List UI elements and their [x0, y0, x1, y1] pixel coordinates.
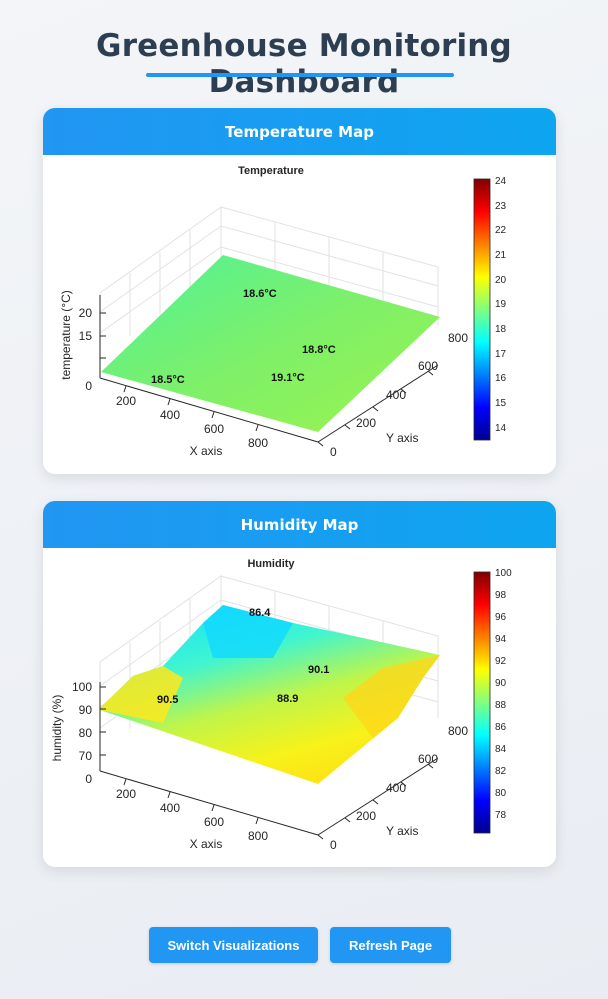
humidity-z-tick: 0	[85, 772, 92, 786]
humidity-colorbar-tick: 88	[495, 700, 507, 711]
temperature-colorbar-tick: 19	[495, 299, 507, 310]
temperature-x-tick: 800	[248, 436, 268, 450]
humidity-colorbar-tick: 98	[495, 590, 507, 601]
temperature-colorbar-tick: 23	[495, 201, 507, 212]
temperature-colorbar-tick: 22	[495, 225, 507, 236]
temperature-z-tick: 15	[79, 329, 93, 343]
temperature-annotation: 19.1°C	[271, 372, 305, 384]
temperature-card: Temperature Map	[43, 108, 556, 474]
temperature-annotation: 18.6°C	[243, 288, 277, 300]
temperature-y-tick: 200	[356, 416, 376, 430]
humidity-plot[interactable]: Humidity 100 90 80 70 0 humidity (%) 200…	[43, 548, 556, 867]
temperature-x-tick: 400	[160, 408, 180, 422]
humidity-colorbar	[473, 571, 491, 834]
switch-visualizations-button[interactable]: Switch Visualizations	[149, 927, 318, 963]
temperature-annotation: 18.5°C	[151, 374, 185, 386]
page-title: Greenhouse Monitoring Dashboard	[96, 28, 512, 100]
humidity-card: Humidity Map	[43, 501, 556, 867]
humidity-surface	[100, 605, 440, 784]
temperature-colorbar-ticks: 24 23 22 21 20 19 18 17 16 15 14	[495, 176, 507, 434]
humidity-colorbar-tick: 84	[495, 744, 507, 755]
refresh-page-button[interactable]: Refresh Page	[330, 927, 451, 963]
temperature-annotation: 18.8°C	[302, 344, 336, 356]
temperature-colorbar-tick: 14	[495, 423, 507, 434]
humidity-annotation: 90.1	[308, 664, 329, 676]
humidity-colorbar-tick: 90	[495, 678, 507, 689]
humidity-annotation: 88.9	[277, 693, 298, 705]
temperature-colorbar-tick: 20	[495, 275, 507, 286]
temperature-colorbar-tick: 18	[495, 324, 507, 335]
humidity-colorbar-tick: 86	[495, 722, 507, 733]
temperature-card-header: Temperature Map	[43, 108, 556, 155]
temperature-x-tick: 200	[116, 394, 136, 408]
temperature-x-tick: 600	[204, 422, 224, 436]
temperature-y-tick: 0	[330, 445, 337, 459]
humidity-colorbar-tick: 94	[495, 634, 507, 645]
humidity-colorbar-tick: 82	[495, 766, 507, 777]
temperature-y-tick: 600	[418, 359, 438, 373]
humidity-x-label: X axis	[190, 837, 223, 851]
temperature-colorbar-tick: 21	[495, 250, 507, 261]
humidity-y-tick: 0	[330, 838, 337, 852]
temperature-colorbar-tick: 16	[495, 373, 507, 384]
humidity-y-tick: 800	[448, 724, 468, 738]
temperature-z-label: temperature (°C)	[59, 290, 73, 380]
humidity-x-tick: 600	[204, 815, 224, 829]
humidity-colorbar-ticks: 100 98 96 94 92 90 88 86 84 82 80 78	[495, 568, 512, 821]
humidity-z-tick: 80	[79, 726, 93, 740]
temperature-z-tick: 0	[85, 379, 92, 393]
temperature-plot-title: Temperature	[238, 165, 304, 177]
temperature-z-tick: 20	[79, 306, 93, 320]
temperature-y-label: Y axis	[386, 431, 418, 445]
title-underline	[146, 73, 454, 77]
humidity-z-tick: 100	[72, 680, 92, 694]
humidity-colorbar-tick: 96	[495, 612, 507, 623]
humidity-z-label: humidity (%)	[50, 695, 64, 762]
humidity-plot-title: Humidity	[247, 558, 295, 570]
humidity-colorbar-tick: 80	[495, 788, 507, 799]
humidity-colorbar-tick: 100	[495, 568, 512, 579]
temperature-colorbar-tick: 17	[495, 349, 507, 360]
temperature-colorbar-tick: 24	[495, 176, 507, 187]
temperature-y-tick: 800	[448, 331, 468, 345]
humidity-colorbar-tick: 78	[495, 810, 507, 821]
temperature-y-tick: 400	[386, 388, 406, 402]
humidity-z-tick: 90	[79, 703, 93, 717]
temperature-plot[interactable]: Temperature 20 15 0 temperature (°C) 200…	[43, 155, 556, 474]
temperature-x-label: X axis	[190, 444, 223, 458]
humidity-card-header: Humidity Map	[43, 501, 556, 548]
humidity-z-tick: 70	[79, 749, 93, 763]
humidity-annotation: 90.5	[157, 694, 178, 706]
humidity-annotation: 86.4	[249, 607, 271, 619]
humidity-x-tick: 200	[116, 787, 136, 801]
temperature-surface	[101, 255, 440, 432]
humidity-y-tick: 200	[356, 809, 376, 823]
temperature-colorbar-tick: 15	[495, 398, 507, 409]
humidity-y-tick: 600	[418, 752, 438, 766]
humidity-x-tick: 800	[248, 829, 268, 843]
humidity-y-label: Y axis	[386, 824, 418, 838]
humidity-colorbar-tick: 92	[495, 656, 507, 667]
temperature-colorbar	[473, 178, 491, 441]
humidity-y-tick: 400	[386, 781, 406, 795]
humidity-x-tick: 400	[160, 801, 180, 815]
temperature-grid	[99, 206, 439, 356]
